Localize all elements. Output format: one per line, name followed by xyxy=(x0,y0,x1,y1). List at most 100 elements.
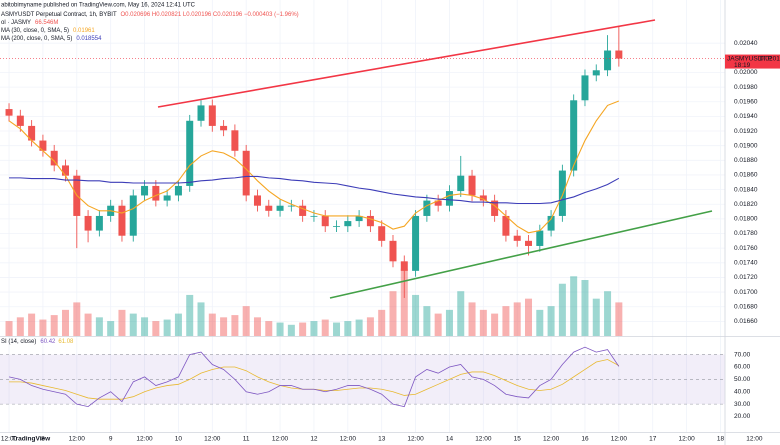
candle-body xyxy=(186,120,194,186)
candle-body xyxy=(400,261,408,271)
candle-body xyxy=(412,215,420,271)
rsi-background xyxy=(0,354,725,405)
candle-body xyxy=(389,240,397,262)
logo: TradingView xyxy=(12,436,51,443)
volume-bar xyxy=(231,315,239,336)
rsi-tick-label: 30.00 xyxy=(734,401,751,408)
support-trendline xyxy=(329,210,713,299)
x-tick-label: 9 xyxy=(109,436,113,443)
volume-bar xyxy=(276,322,284,336)
volume-bar xyxy=(61,309,69,336)
volume-bar xyxy=(378,309,386,336)
candle-body xyxy=(61,165,69,176)
ma30-legend: MA (30, close, 0, SMA, 5) 0.01961 xyxy=(1,28,95,34)
candle-body xyxy=(310,215,318,217)
volume-bar xyxy=(423,306,431,336)
candle-body xyxy=(366,215,374,227)
ma200-name: MA (200, close, 0, SMA, 5) xyxy=(1,36,72,42)
x-tick-label: 12:00 xyxy=(678,436,695,443)
volume-bar xyxy=(5,321,13,336)
volume-bar xyxy=(502,306,510,336)
volume-bar xyxy=(513,302,521,336)
y-tick-label: 0.01780 xyxy=(734,230,758,237)
y-tick-label: 0.01900 xyxy=(734,142,758,149)
y-tick-label: 0.01840 xyxy=(734,186,758,193)
candle-body xyxy=(141,185,149,196)
volume-bar xyxy=(129,313,137,336)
candle-body xyxy=(581,75,589,101)
candle-body xyxy=(344,221,352,227)
candle-body xyxy=(242,150,250,196)
ma30-name: MA (30, close, 0, SMA, 5) xyxy=(1,28,69,34)
candle-body xyxy=(491,200,499,216)
symbol-line: ASMYUSDT Perpetual Contract, 1h, BYBIT O0… xyxy=(1,12,299,18)
x-tick-label: 13 xyxy=(378,436,386,443)
candle-body xyxy=(321,215,329,227)
volume-bar xyxy=(344,321,352,336)
x-tick-label: 12:00 xyxy=(204,436,221,443)
candle-body xyxy=(84,215,92,231)
volume-bar xyxy=(141,317,149,336)
candle-body xyxy=(479,195,487,201)
candle-body xyxy=(39,140,47,151)
volume-bar xyxy=(547,306,555,336)
volume-bar xyxy=(107,321,115,336)
volume-bar xyxy=(445,309,453,336)
y-tick-label: 0.01720 xyxy=(734,274,758,281)
volume-bar xyxy=(479,309,487,336)
rsi-tick-label: 60.00 xyxy=(734,364,751,371)
volume-bar xyxy=(468,302,476,336)
candle-body xyxy=(276,205,284,211)
x-tick-label: 8 xyxy=(41,436,45,443)
candle-body xyxy=(434,200,442,206)
y-tick-label: 0.01920 xyxy=(734,128,758,135)
y-tick-label: 0.02000 xyxy=(734,69,758,76)
volume-name: ol · JASMY xyxy=(1,20,31,26)
rsi-value: 60.42 xyxy=(40,339,56,345)
volume-layer xyxy=(5,268,623,336)
volume-bar xyxy=(152,321,160,336)
candle-body xyxy=(16,115,24,126)
candle-body xyxy=(423,200,431,216)
candle-body xyxy=(220,125,228,131)
legend: abitobimyname published on TradingView.c… xyxy=(1,3,299,345)
y-tick-label: 0.01680 xyxy=(734,303,758,310)
y-tick-label: 0.01940 xyxy=(734,113,758,120)
volume-bar xyxy=(366,317,374,336)
y-tick-label: 0.01980 xyxy=(734,84,758,91)
x-tick-label: 18 xyxy=(717,436,725,443)
x-tick-label: 12:00 xyxy=(475,436,492,443)
candle-body xyxy=(457,175,465,192)
candle-body xyxy=(5,109,13,116)
rsi-tick-label: 70.00 xyxy=(734,351,751,358)
volume-bar xyxy=(355,319,363,336)
price-tag: JASMYUSDT.P0.02019 18:19 xyxy=(725,54,780,69)
candle-body xyxy=(604,50,612,71)
x-tick-label: 12:00 xyxy=(407,436,424,443)
y-tick-label: 0.01860 xyxy=(734,172,758,179)
rsi-name: SI (14, close) xyxy=(1,339,36,345)
y-tick-label: 0.01800 xyxy=(734,216,758,223)
volume-bar xyxy=(389,291,397,336)
candle-body xyxy=(445,191,453,206)
volume-bar xyxy=(174,313,182,336)
candle-body xyxy=(536,230,544,246)
volume-bar xyxy=(50,315,58,336)
y-tick-label: 0.01880 xyxy=(734,157,758,164)
candle-body xyxy=(468,175,476,196)
price-tag-symbol: JASMYUSDT.P xyxy=(727,55,772,62)
symbol: ASMYUSDT Perpetual Contract, 1h, BYBIT xyxy=(1,12,117,18)
y-tick-label: 0.01820 xyxy=(734,201,758,208)
volume-bar xyxy=(321,319,329,336)
volume-legend: ol · JASMY 66.546M xyxy=(1,20,58,26)
volume-bar xyxy=(197,302,205,336)
volume-bar xyxy=(28,313,36,336)
volume-bar xyxy=(400,268,408,336)
candle-body xyxy=(28,125,36,141)
volume-bar xyxy=(457,291,465,336)
x-tick-label: 12 xyxy=(310,436,318,443)
grid xyxy=(0,0,725,432)
x-tick-label: 12:00 xyxy=(69,436,86,443)
ma200-legend: MA (200, close, 0, SMA, 5) 0.018554 xyxy=(1,36,102,42)
